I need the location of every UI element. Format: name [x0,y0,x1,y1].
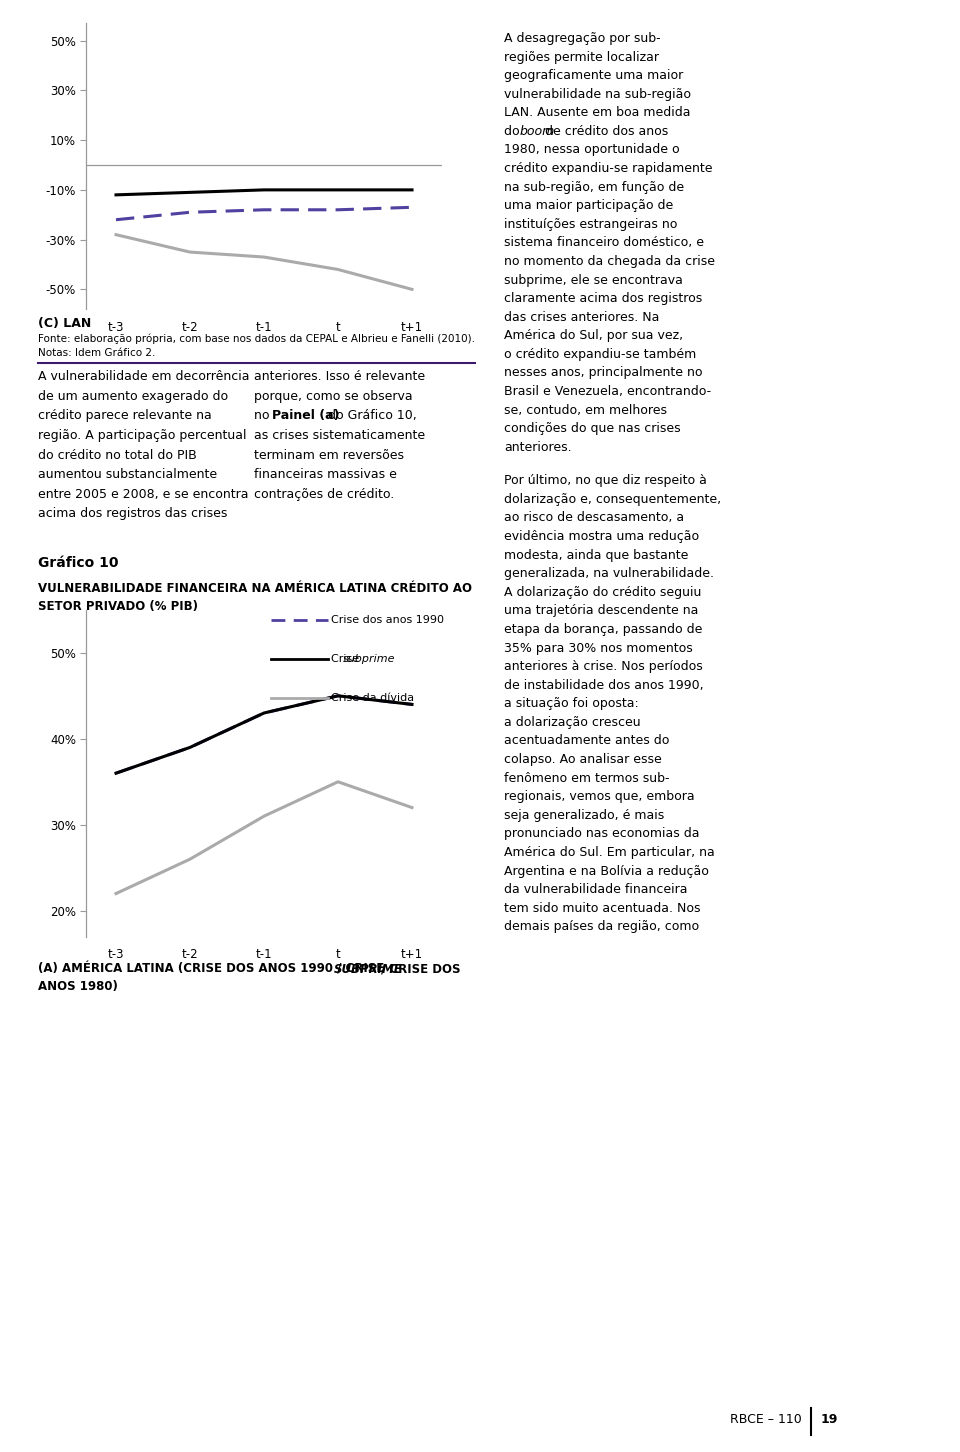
Text: seja generalizado, é mais: seja generalizado, é mais [504,809,664,822]
Text: o crédito expandiu-se também: o crédito expandiu-se também [504,348,696,362]
Text: uma maior participação de: uma maior participação de [504,199,673,212]
Text: porque, como se observa: porque, como se observa [254,389,413,402]
Text: anteriores.: anteriores. [504,441,571,454]
Text: Gráfico 10: Gráfico 10 [38,556,119,571]
Text: anteriores. Isso é relevante: anteriores. Isso é relevante [254,370,425,383]
Text: de instabilidade dos anos 1990,: de instabilidade dos anos 1990, [504,678,704,691]
Text: subprime: subprime [344,653,396,664]
Text: das crises anteriores. Na: das crises anteriores. Na [504,311,660,324]
Text: América do Sul, por sua vez,: América do Sul, por sua vez, [504,330,684,343]
Text: América do Sul. Em particular, na: América do Sul. Em particular, na [504,847,715,860]
Text: entre 2005 e 2008, e se encontra: entre 2005 e 2008, e se encontra [38,488,249,501]
Text: 35% para 30% nos momentos: 35% para 30% nos momentos [504,642,693,655]
Text: (C) LAN: (C) LAN [38,317,91,330]
Text: sistema financeiro doméstico, e: sistema financeiro doméstico, e [504,237,704,250]
Text: fenômeno em termos sub-: fenômeno em termos sub- [504,771,669,784]
Text: RBCE – 110: RBCE – 110 [730,1413,802,1426]
Text: A vulnerabilidade em decorrência: A vulnerabilidade em decorrência [38,370,250,383]
Text: / CRISE DOS: / CRISE DOS [381,963,461,976]
Text: subprime, ele se encontrava: subprime, ele se encontrava [504,273,683,286]
Text: nesses anos, principalmente no: nesses anos, principalmente no [504,366,703,379]
Text: contrações de crédito.: contrações de crédito. [254,488,395,501]
Text: Painel (a): Painel (a) [272,409,339,423]
Text: no: no [254,409,274,423]
Text: dolarização e, consequentemente,: dolarização e, consequentemente, [504,492,721,505]
Text: pronunciado nas economias da: pronunciado nas economias da [504,828,700,841]
Text: boom: boom [520,125,555,138]
Text: a dolarização cresceu: a dolarização cresceu [504,716,640,729]
Text: financeiras massivas e: financeiras massivas e [254,468,397,481]
Text: regionais, vemos que, embora: regionais, vemos que, embora [504,790,695,803]
Text: do: do [504,125,523,138]
Text: crédito expandiu-se rapidamente: crédito expandiu-se rapidamente [504,163,712,176]
Text: condições do que nas crises: condições do que nas crises [504,423,681,436]
Text: de crédito dos anos: de crédito dos anos [541,125,668,138]
Text: da vulnerabilidade financeira: da vulnerabilidade financeira [504,883,687,896]
Text: terminam em reversões: terminam em reversões [254,449,404,462]
Text: ANOS 1980): ANOS 1980) [38,980,118,993]
Text: 19: 19 [821,1413,838,1426]
Text: Crise dos anos 1990: Crise dos anos 1990 [331,614,444,624]
Text: ao risco de descasamento, a: ao risco de descasamento, a [504,511,684,524]
Text: colapso. Ao analisar esse: colapso. Ao analisar esse [504,754,661,767]
Text: acima dos registros das crises: acima dos registros das crises [38,508,228,520]
Text: crédito parece relevante na: crédito parece relevante na [38,409,212,423]
Text: se, contudo, em melhores: se, contudo, em melhores [504,404,667,417]
Text: Notas: Idem Gráfico 2.: Notas: Idem Gráfico 2. [38,348,156,359]
Text: claramente acima dos registros: claramente acima dos registros [504,292,703,305]
Text: regiões permite localizar: regiões permite localizar [504,51,659,64]
Text: 1980, nessa oportunidade o: 1980, nessa oportunidade o [504,144,680,157]
Text: do crédito no total do PIB: do crédito no total do PIB [38,449,197,462]
Text: A dolarização do crédito seguiu: A dolarização do crédito seguiu [504,585,702,598]
Text: (A) AMÉRICA LATINA (CRISE DOS ANOS 1990 / CRISE: (A) AMÉRICA LATINA (CRISE DOS ANOS 1990 … [38,963,389,976]
Text: anteriores à crise. Nos períodos: anteriores à crise. Nos períodos [504,661,703,674]
Text: Fonte: elaboração própria, com base nos dados da CEPAL e Albrieu e Fanelli (2010: Fonte: elaboração própria, com base nos … [38,334,475,344]
Text: Brasil e Venezuela, encontrando-: Brasil e Venezuela, encontrando- [504,385,711,398]
Text: a situação foi oposta:: a situação foi oposta: [504,697,638,710]
Text: Crise: Crise [331,653,363,664]
Text: aumentou substancialmente: aumentou substancialmente [38,468,218,481]
Text: SETOR PRIVADO (% PIB): SETOR PRIVADO (% PIB) [38,600,199,613]
Text: as crises sistematicamente: as crises sistematicamente [254,430,425,441]
Text: vulnerabilidade na sub-região: vulnerabilidade na sub-região [504,87,691,100]
Text: LAN. Ausente em boa medida: LAN. Ausente em boa medida [504,106,690,119]
Text: acentuadamente antes do: acentuadamente antes do [504,735,669,748]
Text: instituíções estrangeiras no: instituíções estrangeiras no [504,218,678,231]
Text: evidência mostra uma redução: evidência mostra uma redução [504,530,699,543]
Text: Argentina e na Bolívia a redução: Argentina e na Bolívia a redução [504,864,708,877]
Text: do Gráfico 10,: do Gráfico 10, [324,409,418,423]
Text: na sub-região, em função de: na sub-região, em função de [504,180,684,193]
Text: geograficamente uma maior: geograficamente uma maior [504,70,684,83]
Text: região. A participação percentual: região. A participação percentual [38,430,247,441]
Text: SUBPRIME: SUBPRIME [334,963,403,976]
Text: generalizada, na vulnerabilidade.: generalizada, na vulnerabilidade. [504,568,714,581]
Text: VULNERABILIDADE FINANCEIRA NA AMÉRICA LATINA CRÉDITO AO: VULNERABILIDADE FINANCEIRA NA AMÉRICA LA… [38,582,472,595]
Text: modesta, ainda que bastante: modesta, ainda que bastante [504,549,688,562]
Text: Crise da dívida: Crise da dívida [331,693,415,703]
Text: demais países da região, como: demais países da região, como [504,921,699,934]
Text: A desagregação por sub-: A desagregação por sub- [504,32,660,45]
Text: uma trajetória descendente na: uma trajetória descendente na [504,604,698,617]
Text: tem sido muito acentuada. Nos: tem sido muito acentuada. Nos [504,902,701,915]
Text: de um aumento exagerado do: de um aumento exagerado do [38,389,228,402]
Text: no momento da chegada da crise: no momento da chegada da crise [504,256,715,269]
Text: etapa da borança, passando de: etapa da borança, passando de [504,623,703,636]
Text: Por último, no que diz respeito à: Por último, no que diz respeito à [504,475,707,488]
